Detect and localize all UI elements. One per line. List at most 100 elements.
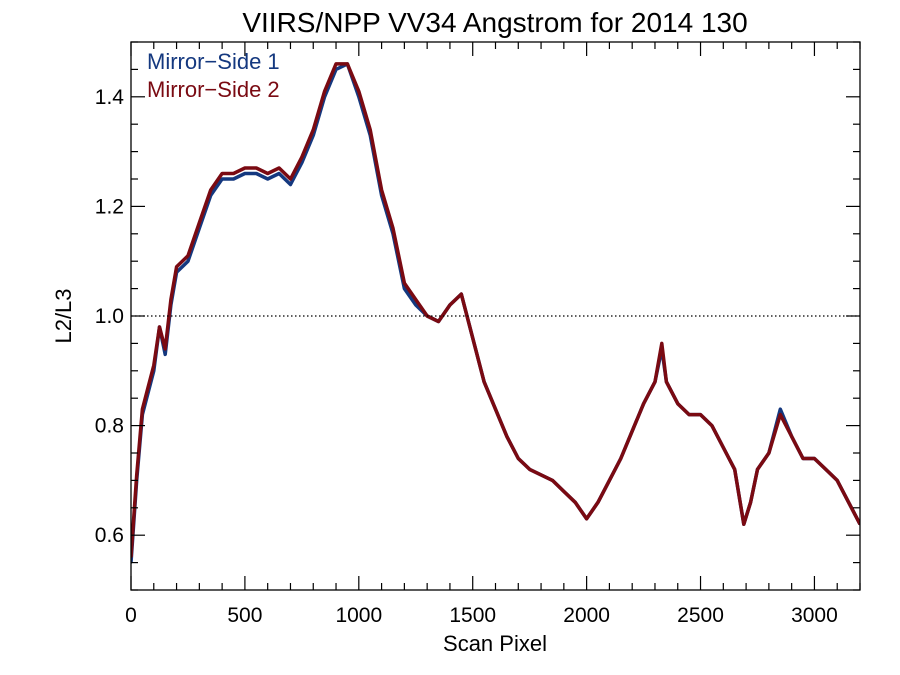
- data-point-s2-32: [448, 303, 452, 307]
- data-point-s2-24: [357, 90, 360, 93]
- data-point-s1-13: [232, 177, 235, 181]
- y-axis-label: L2/L3: [51, 288, 76, 343]
- data-point-s2-28: [403, 281, 406, 285]
- data-point-s2-22: [334, 62, 338, 66]
- data-point-s2-48: [631, 429, 634, 433]
- data-point-s2-51: [660, 342, 663, 345]
- data-point-s2-62: [767, 451, 771, 455]
- data-point-s1-15: [255, 172, 258, 175]
- y-tick-label: 0.6: [95, 524, 124, 547]
- data-point-s1-16: [266, 177, 269, 181]
- data-point-s1-12: [220, 177, 224, 181]
- data-point-s2-41: [551, 479, 554, 482]
- x-tick-label: 2000: [563, 604, 610, 627]
- x-tick-label: 3000: [791, 604, 838, 627]
- data-point-s2-46: [608, 479, 611, 482]
- data-point-s2-6: [164, 347, 167, 351]
- x-tick-label: 0: [125, 604, 137, 627]
- data-point-s2-13: [232, 172, 235, 175]
- plot-area: [131, 62, 860, 564]
- data-point-s2-7: [169, 298, 173, 301]
- data-point-s1-63: [779, 408, 782, 411]
- data-point-s2-10: [198, 221, 201, 224]
- data-point-s2-16: [266, 172, 269, 175]
- data-point-s2-3: [146, 386, 150, 389]
- data-point-s2-23: [346, 62, 349, 66]
- x-tick-label: 500: [227, 604, 262, 627]
- series-line-1: [131, 62, 860, 563]
- data-point-s2-1: [135, 473, 138, 477]
- data-point-s2-52: [665, 380, 668, 383]
- data-point-s2-5: [158, 325, 161, 329]
- data-point-s2-64: [790, 435, 793, 438]
- axes: 0 500 1000 1500 2000 2500 3000 0.6 0.8 1.0 1.2 1.4: [95, 41, 861, 627]
- data-point-s2-18: [289, 177, 292, 181]
- data-point-s2-60: [749, 501, 752, 504]
- data-point-s2-44: [585, 517, 588, 520]
- data-point-s2-61: [756, 468, 759, 471]
- data-point-s2-42: [562, 490, 565, 493]
- data-point-s2-12: [220, 172, 224, 175]
- y-tick-label: 1.0: [95, 305, 124, 328]
- data-point-s1-17: [277, 172, 281, 175]
- data-point-s2-21: [323, 90, 326, 93]
- data-point-s2-26: [380, 188, 383, 192]
- data-point-s2-37: [505, 435, 509, 438]
- data-point-s2-35: [482, 380, 486, 383]
- data-point-s1-9: [186, 260, 190, 263]
- data-point-s2-53: [676, 402, 679, 405]
- data-point-s2-33: [460, 292, 463, 296]
- chart-title: VIIRS/NPP VV34 Angstrom for 2014 130: [242, 7, 747, 38]
- data-point-s2-68: [836, 479, 839, 482]
- data-point-s2-20: [312, 128, 315, 131]
- data-point-s2-67: [824, 468, 827, 471]
- data-point-s2-47: [619, 457, 622, 460]
- data-point-s2-11: [209, 188, 212, 192]
- y-tick-label: 1.2: [95, 195, 124, 218]
- legend-series-2: Mirror−Side 2: [147, 77, 280, 102]
- data-point-s2-19: [300, 155, 304, 159]
- data-point-s2-58: [733, 468, 736, 471]
- data-point-s2-34: [471, 336, 474, 340]
- data-point-s2-38: [517, 457, 520, 460]
- data-point-s1-14: [243, 172, 247, 175]
- data-point-s2-69: [847, 501, 850, 504]
- data-point-s2-54: [687, 413, 691, 416]
- data-point-s2-40: [539, 473, 543, 477]
- data-point-s2-49: [642, 402, 645, 405]
- data-point-s2-59: [742, 523, 745, 526]
- data-point-s2-9: [186, 254, 190, 257]
- data-point-s2-65: [801, 457, 805, 460]
- data-point-s2-8: [175, 265, 178, 268]
- data-point-s2-27: [391, 227, 395, 230]
- data-point-s2-39: [528, 468, 531, 471]
- series-line-2: [131, 62, 860, 558]
- data-point-s2-50: [653, 380, 657, 383]
- data-point-s2-36: [494, 408, 497, 411]
- data-point-s2-66: [813, 457, 816, 460]
- data-point-s1-28: [403, 287, 406, 290]
- data-point-s2-31: [437, 320, 440, 323]
- y-tick-label: 1.4: [95, 86, 125, 109]
- data-point-s2-15: [255, 166, 258, 170]
- series-group: [131, 62, 860, 564]
- x-axis-label: Scan Pixel: [443, 631, 547, 656]
- data-point-s2-63: [779, 413, 782, 416]
- data-point-s2-4: [152, 364, 155, 367]
- legend-series-1: Mirror−Side 1: [147, 49, 280, 74]
- data-point-s2-56: [710, 424, 714, 427]
- x-tick-label: 1000: [335, 604, 382, 627]
- data-point-s2-2: [141, 408, 144, 411]
- data-point-s2-14: [243, 166, 247, 170]
- data-point-s2-57: [722, 446, 725, 449]
- data-point-s2-29: [414, 298, 417, 301]
- data-point-s2-45: [596, 501, 600, 504]
- data-point-s2-55: [699, 413, 702, 416]
- data-point-s1-6: [164, 353, 167, 356]
- data-point-s2-17: [277, 166, 281, 170]
- data-point-s1-29: [414, 303, 417, 307]
- data-point-s2-25: [369, 128, 372, 131]
- legend: Mirror−Side 1 Mirror−Side 2: [147, 49, 280, 102]
- y-tick-label: 0.8: [95, 415, 124, 438]
- x-tick-label: 1500: [449, 604, 496, 627]
